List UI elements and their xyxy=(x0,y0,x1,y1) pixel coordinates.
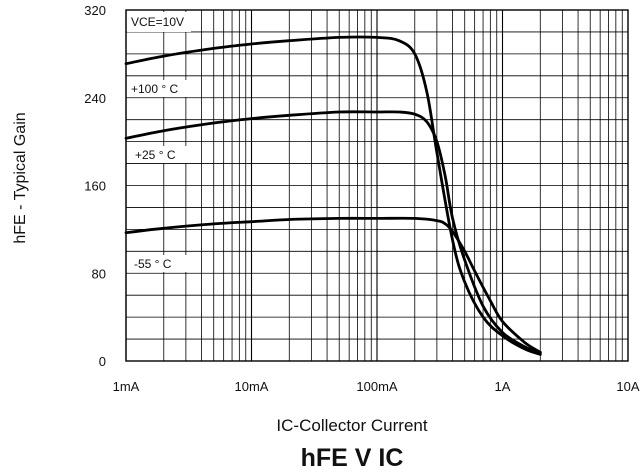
curves xyxy=(124,35,542,356)
x-tick-label: 10A xyxy=(616,379,639,394)
y-tick-label: 320 xyxy=(84,3,106,18)
y-tick-label: 160 xyxy=(84,179,106,194)
plot-frame xyxy=(125,9,629,362)
series-label-box xyxy=(131,255,197,272)
series-label-box xyxy=(132,146,198,163)
series-label: +100 ° C xyxy=(131,82,178,96)
annotations: +100 ° C +25 ° C -55 ° C xyxy=(128,80,198,272)
series-label: +25 ° C xyxy=(135,148,176,162)
x-axis-label: IC-Collector Current xyxy=(276,416,427,435)
tick-labels: 1mA 10mA 100mA 1A 10A 0 80 160 240 320 xyxy=(84,3,640,394)
grid xyxy=(125,10,628,361)
series-line-2 xyxy=(124,110,542,355)
series-label-box xyxy=(128,80,194,97)
x-tick-label: 100mA xyxy=(356,379,398,394)
x-tick-label: 1A xyxy=(495,379,511,394)
x-tick-label: 1mA xyxy=(113,379,140,394)
series-line-1 xyxy=(124,35,542,356)
condition-label: VCE=10V xyxy=(131,15,184,29)
chart-title: hFE V IC xyxy=(301,444,404,472)
y-axis-label: hFE - Typical Gain xyxy=(12,112,29,243)
y-tick-label: 240 xyxy=(84,91,106,106)
x-tick-label: 10mA xyxy=(235,379,269,394)
condition-box xyxy=(127,12,191,32)
y-tick-label: 0 xyxy=(99,354,106,369)
series-line-3 xyxy=(124,216,542,354)
y-tick-label: 80 xyxy=(92,266,106,281)
series-label: -55 ° C xyxy=(134,257,172,271)
